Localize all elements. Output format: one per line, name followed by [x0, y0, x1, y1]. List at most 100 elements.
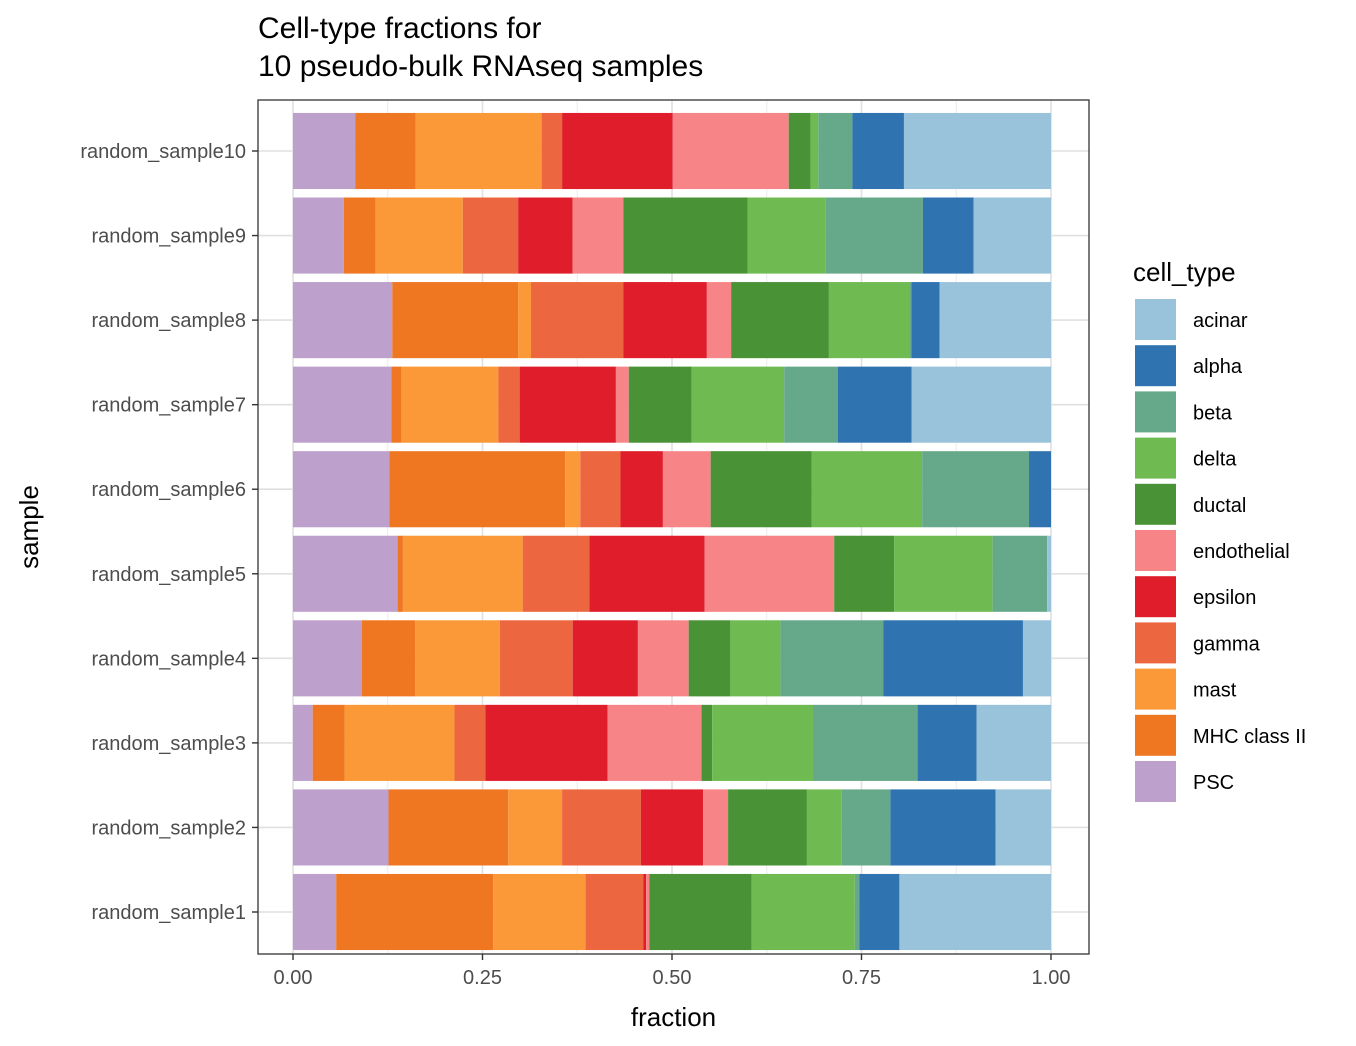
bar-segment-mhc-class-ii — [312, 704, 345, 781]
bar-segment-beta — [992, 535, 1048, 612]
legend-swatch — [1135, 391, 1176, 433]
bar-segment-psc — [293, 873, 337, 951]
bar-segment-delta — [751, 873, 855, 951]
bar-segment-mast — [565, 451, 581, 528]
bar-segment-ductal — [628, 366, 692, 443]
y-tick-label: random_sample1 — [91, 902, 246, 924]
bar-segment-gamma — [580, 451, 621, 528]
bar-segment-endothelial — [572, 197, 624, 274]
bar-segment-alpha — [922, 197, 974, 274]
bar-segment-psc — [293, 704, 313, 781]
bar-segment-delta — [810, 112, 819, 190]
bar-segment-delta — [811, 451, 923, 528]
bar-stack-random_sample9 — [293, 197, 1051, 274]
bar-segment-delta — [747, 197, 826, 274]
bar-segment-acinar — [976, 704, 1051, 781]
bar-segment-mhc-class-ii — [361, 620, 416, 697]
bar-segment-mhc-class-ii — [355, 112, 416, 190]
bar-segment-epsilon — [623, 282, 707, 359]
legend-item: alpha — [1135, 345, 1243, 387]
chart-title-line-2: 10 pseudo-bulk RNAseq samples — [258, 50, 704, 83]
bar-segment-beta — [812, 704, 918, 781]
legend-label: endothelial — [1193, 541, 1290, 563]
bar-segment-ductal — [649, 873, 752, 951]
legend-swatch — [1135, 437, 1176, 479]
bar-segment-psc — [293, 197, 344, 274]
bar-stack-random_sample7 — [293, 366, 1051, 443]
y-tick-label: random_sample8 — [91, 310, 246, 332]
panel-border — [257, 99, 1090, 955]
bar-segment-mhc-class-ii — [343, 197, 376, 274]
legend-label: epsilon — [1193, 587, 1256, 609]
bar-segment-delta — [730, 620, 781, 697]
bar-segment-psc — [293, 535, 398, 612]
chart-title-line-1: Cell-type fractions for — [258, 12, 542, 45]
bar-segment-acinar — [911, 366, 1051, 443]
bar-segment-gamma — [522, 535, 590, 612]
legend-label: mast — [1193, 680, 1237, 702]
y-axis: random_sample1 random_sample2 random_sampl… — [80, 141, 258, 924]
bar-segment-gamma — [462, 197, 519, 274]
x-axis-label: fraction — [631, 1002, 716, 1032]
bar-segment-alpha — [911, 282, 940, 359]
y-tick-label: random_sample5 — [91, 564, 246, 586]
bar-segment-ductal — [788, 112, 811, 190]
bar-segment-alpha — [852, 112, 904, 190]
bar-segment-psc — [293, 789, 389, 866]
bar-segment-endothelial — [706, 282, 732, 359]
legend-item: ductal — [1135, 483, 1246, 525]
bar-stack-random_sample2 — [293, 789, 1051, 866]
bar-segment-mast — [518, 282, 532, 359]
legend-label: delta — [1193, 449, 1237, 471]
bar-segment-acinar — [1022, 620, 1051, 697]
x-tick-label: 0.25 — [463, 967, 502, 989]
legend-swatch — [1135, 299, 1176, 340]
bar-segment-endothelial — [703, 789, 729, 866]
bar-segment-epsilon — [485, 704, 608, 781]
bar-segment-beta — [922, 451, 1030, 528]
legend-swatch — [1135, 761, 1176, 802]
legend-item: beta — [1135, 391, 1233, 433]
x-tick-label: 0.50 — [653, 967, 692, 989]
legend: cell_type acinar alpha beta delta ductal endo… — [1133, 257, 1306, 802]
bar-segment-delta — [806, 789, 842, 866]
bar-segment-ductal — [701, 704, 713, 781]
bar-segment-ductal — [623, 197, 748, 274]
bar-segment-beta — [854, 873, 860, 951]
bar-segment-mast — [415, 620, 500, 697]
x-tick-label: 1.00 — [1032, 967, 1071, 989]
y-tick-label: random_sample4 — [91, 648, 246, 670]
bar-segment-gamma — [585, 873, 644, 951]
y-tick-label: random_sample9 — [91, 226, 246, 248]
bar-segment-alpha — [917, 704, 977, 781]
legend-label: ductal — [1193, 495, 1246, 517]
bar-series — [293, 112, 1051, 951]
bar-segment-gamma — [531, 282, 624, 359]
bar-segment-epsilon — [640, 789, 704, 866]
legend-label: acinar — [1193, 310, 1248, 332]
bar-segment-mast — [415, 112, 542, 190]
bar-segment-delta — [691, 366, 785, 443]
bar-segment-delta — [828, 282, 911, 359]
y-tick-label: random_sample10 — [80, 141, 246, 163]
bar-segment-psc — [293, 451, 390, 528]
bar-segment-endothelial — [646, 873, 650, 951]
legend-item: PSC — [1135, 761, 1234, 802]
bar-segment-psc — [293, 366, 392, 443]
legend-item: MHC class II — [1135, 714, 1306, 756]
legend-swatch — [1135, 345, 1176, 387]
bar-segment-gamma — [499, 620, 573, 697]
bar-segment-endothelial — [672, 112, 789, 190]
legend-swatch — [1135, 483, 1176, 525]
bar-stack-random_sample5 — [293, 535, 1051, 612]
legend-swatch — [1135, 622, 1176, 664]
bar-segment-psc — [293, 112, 356, 190]
x-tick-label: 0.00 — [274, 967, 313, 989]
bar-stack-random_sample6 — [293, 451, 1051, 528]
bar-segment-beta — [818, 112, 853, 190]
legend-label: MHC class II — [1193, 726, 1306, 748]
y-tick-label: random_sample3 — [91, 733, 246, 755]
bar-segment-mast — [402, 535, 523, 612]
bar-segment-mast — [493, 873, 586, 951]
bar-segment-beta — [841, 789, 891, 866]
